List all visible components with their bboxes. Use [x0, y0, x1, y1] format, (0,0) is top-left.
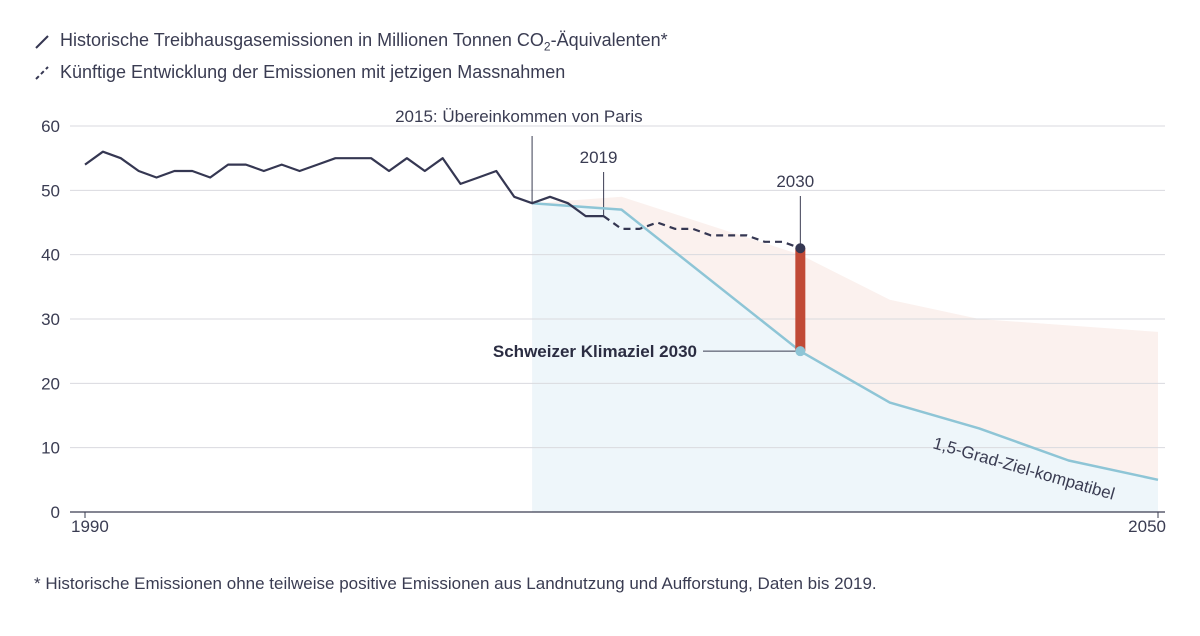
y-tick-label: 20 — [41, 374, 60, 393]
chart-grid — [70, 125, 1165, 513]
dashed-line-icon — [35, 65, 49, 80]
y-tick-label: 60 — [41, 117, 60, 136]
target-area — [532, 203, 1158, 512]
target-label: Schweizer Klimaziel 2030 — [493, 342, 697, 361]
solid-line-icon — [35, 35, 49, 49]
x-tick-label: 1990 — [71, 517, 109, 536]
chart-areas — [532, 196, 1158, 513]
legend-historical-label: Historische Treibhausgasemissionen in Mi… — [60, 30, 668, 54]
y-tick-label: 40 — [41, 246, 60, 265]
y-tick-label: 50 — [41, 181, 60, 200]
future-dashed-line — [602, 215, 801, 250]
legend-future: Künftige Entwicklung der Emissionen mit … — [34, 62, 565, 83]
target-path-line — [532, 201, 1159, 482]
y-axis-ticks: 0 10 20 30 40 50 60 — [41, 117, 60, 522]
paris-label: 2015: Übereinkommen von Paris — [395, 107, 643, 126]
y-tick-label: 10 — [41, 439, 60, 458]
gap-bar — [795, 248, 806, 352]
x-tick-label: 2050 — [1128, 517, 1166, 536]
future-2030-point — [795, 243, 806, 254]
historical-line — [84, 150, 604, 218]
target-2030-point — [795, 346, 806, 357]
x-axis-ticks: 1990 2050 — [71, 512, 1166, 536]
legend-historical: Historische Treibhausgasemissionen in Mi… — [34, 30, 668, 54]
y2030-label: 2030 — [776, 172, 814, 191]
chart-lines — [84, 150, 1159, 482]
y-tick-label: 0 — [51, 503, 60, 522]
footnote: * Historische Emissionen ohne teilweise … — [34, 574, 877, 593]
legend-future-label: Künftige Entwicklung der Emissionen mit … — [60, 62, 566, 82]
y-tick-label: 30 — [41, 310, 60, 329]
y2019-label: 2019 — [580, 148, 618, 167]
